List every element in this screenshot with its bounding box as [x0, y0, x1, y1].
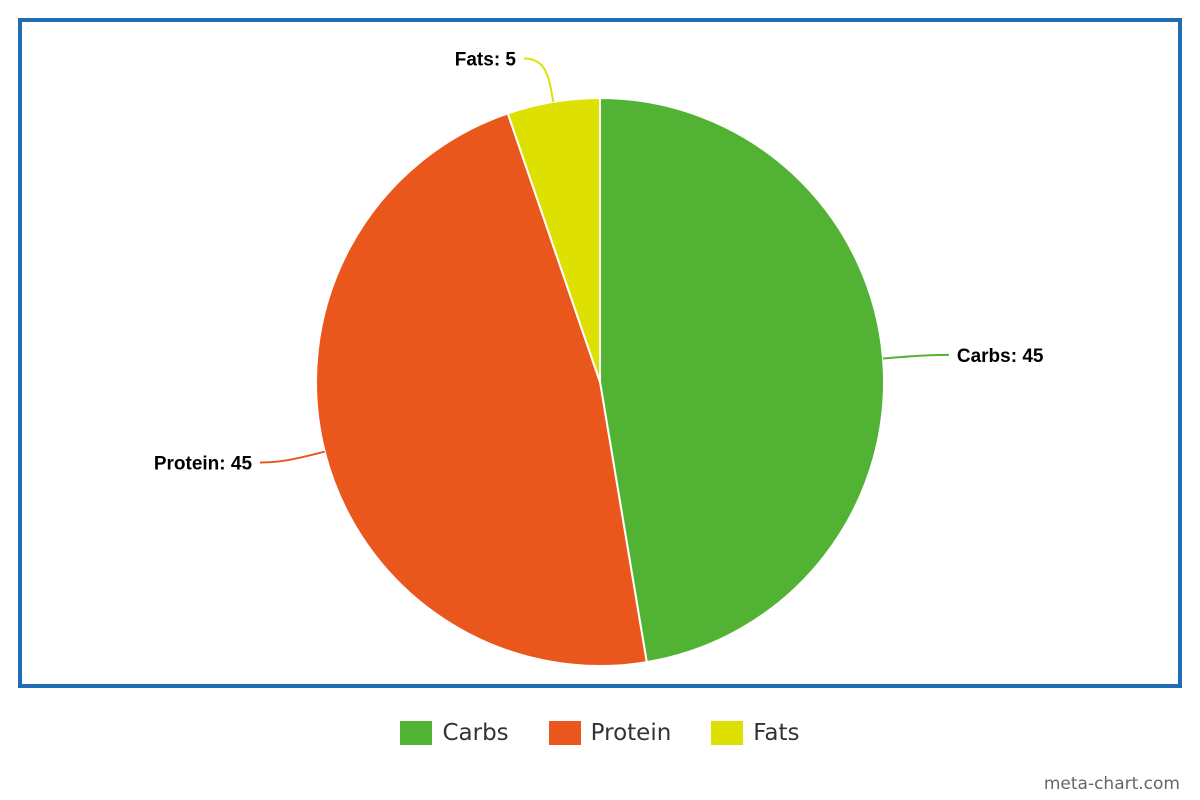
legend-swatch-carbs — [400, 721, 433, 745]
legend-label-carbs: Carbs — [442, 720, 509, 746]
data-labels: Carbs: 45 Protein: 45 Fats: 5 — [154, 49, 1044, 474]
legend-label-fats: Fats — [753, 720, 800, 746]
label-connectors — [260, 57, 949, 464]
connector-fats — [523, 57, 555, 103]
legend: Carbs Protein Fats — [0, 720, 1200, 746]
slice-fats[interactable] — [506, 96, 601, 383]
legend-swatch-fats — [711, 721, 744, 745]
slice-carbs[interactable] — [599, 96, 885, 664]
pie-slices — [315, 96, 885, 667]
legend-swatch-protein — [548, 721, 581, 745]
data-label-carbs: Carbs: 45 — [957, 346, 1044, 367]
slice-protein[interactable] — [315, 112, 648, 667]
data-label-fats: Fats: 5 — [455, 49, 517, 70]
connector-protein — [260, 450, 325, 464]
legend-label-protein: Protein — [590, 720, 672, 746]
watermark[interactable]: meta-chart.com — [1043, 774, 1180, 794]
data-label-protein: Protein: 45 — [154, 454, 253, 475]
legend-item-carbs[interactable]: Carbs — [400, 720, 509, 746]
legend-item-fats[interactable]: Fats — [711, 720, 800, 746]
pie-chart: Carbs: 45 Protein: 45 Fats: 5 — [18, 18, 1182, 688]
legend-item-protein[interactable]: Protein — [548, 720, 672, 746]
connector-carbs — [882, 353, 949, 360]
